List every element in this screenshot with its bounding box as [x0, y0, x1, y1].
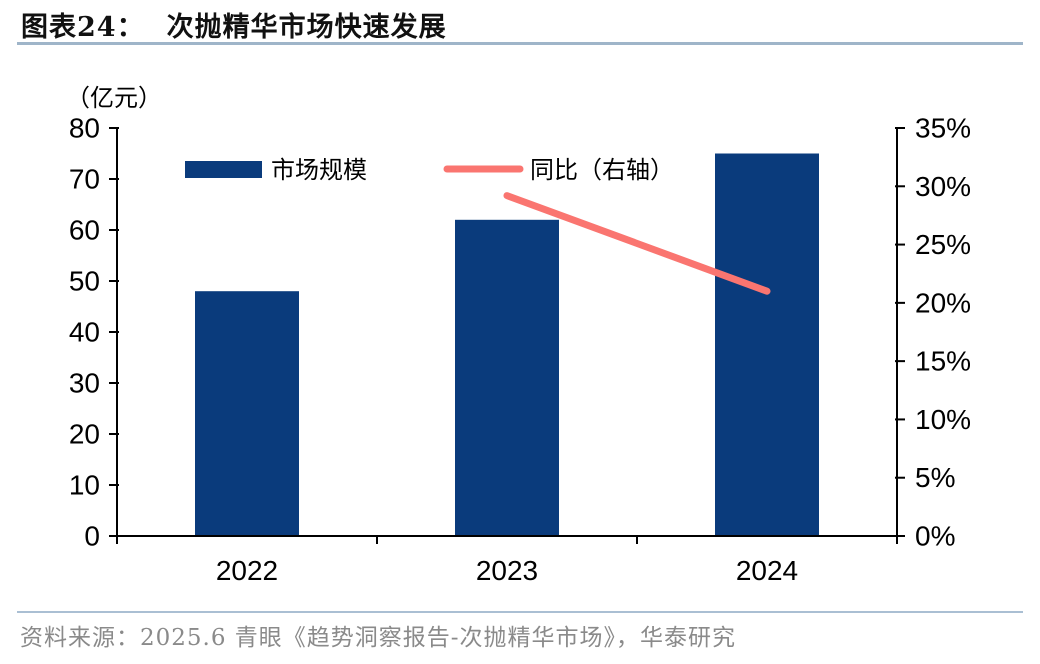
x-axis-category-label: 2023 [476, 555, 538, 586]
left-axis-tick-label: 0 [84, 521, 100, 552]
right-axis-tick-label: 25% [915, 229, 971, 260]
right-axis-tick-label: 30% [915, 171, 971, 202]
bar-2024 [715, 153, 819, 536]
left-axis-tick-label: 80 [69, 113, 100, 144]
right-axis-tick-label: 10% [915, 404, 971, 435]
x-axis-category-label: 2024 [736, 555, 798, 586]
figure-number: 图表24： [21, 12, 145, 43]
legend-bar-swatch [185, 161, 262, 178]
x-axis-category-label: 2022 [216, 555, 278, 586]
left-axis-tick-label: 10 [69, 470, 100, 501]
title-divider [17, 42, 1023, 45]
right-axis-tick-label: 15% [915, 346, 971, 377]
bar-2023 [455, 219, 559, 537]
yoy-line-series [503, 192, 771, 295]
right-axis-tick-label: 35% [915, 113, 971, 144]
right-axis-tick-label: 0% [915, 521, 955, 552]
right-axis-tick-label: 5% [915, 462, 955, 493]
left-axis-unit-label: （亿元） [66, 84, 162, 112]
figure-title: 图表24： 次抛精华市场快速发展 [21, 5, 447, 44]
source-divider [17, 611, 1023, 613]
left-axis-tick-label: 50 [69, 266, 100, 297]
left-axis-tick-label: 60 [69, 215, 100, 246]
bar-2022 [195, 291, 299, 536]
left-axis-tick-label: 40 [69, 317, 100, 348]
figure-title-text: 次抛精华市场快速发展 [166, 12, 447, 43]
legend-line-label: 同比（右轴） [530, 156, 674, 184]
left-axis-tick-label: 70 [69, 164, 100, 195]
source-note: 资料来源：2025.6 青眼《趋势洞察报告-次抛精华市场》，华泰研究 [20, 625, 737, 651]
right-axis-tick-label: 20% [915, 287, 971, 318]
left-axis-tick-label: 30 [69, 368, 100, 399]
left-axis-tick-label: 20 [69, 419, 100, 450]
legend-bar-label: 市场规模 [271, 156, 367, 184]
